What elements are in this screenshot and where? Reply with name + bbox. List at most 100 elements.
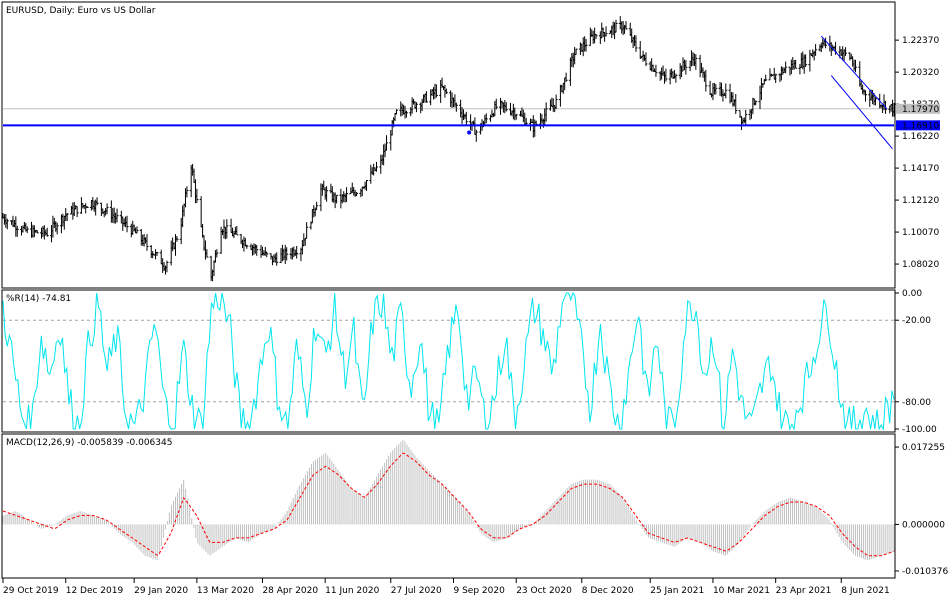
x-tick-label: 12 Dec 2019 [66, 586, 124, 596]
price-bar [404, 110, 408, 118]
price-bar [105, 203, 109, 215]
price-bar [684, 60, 688, 75]
price-bar [808, 49, 812, 72]
x-tick-label: 10 Mar 2021 [713, 586, 770, 596]
price-bar [285, 247, 289, 261]
price-bar [644, 52, 648, 67]
price-bar [265, 251, 269, 258]
x-tick-label: 29 Jan 2020 [134, 586, 188, 596]
price-bar [694, 54, 698, 70]
price-bar [774, 73, 778, 83]
price-bar [125, 215, 129, 233]
price-bar [135, 226, 139, 234]
x-tick-label: 8 Dec 2020 [582, 586, 634, 596]
price-bar [195, 188, 199, 204]
x-tick-label: 9 Sep 2020 [453, 586, 505, 596]
price-bar [714, 84, 718, 95]
price-bar [604, 26, 608, 37]
price-bar [654, 64, 658, 77]
price-bar [245, 244, 249, 249]
price-bar [574, 48, 578, 55]
price-bar [614, 19, 618, 33]
price-bar [744, 109, 748, 126]
price-ytick-label: 1.10070 [902, 228, 939, 238]
price-bar [175, 235, 179, 242]
price-bar [844, 47, 848, 57]
price-bar [814, 44, 818, 56]
price-bar [335, 194, 339, 204]
macd-ytick-label: -0.010376 [902, 567, 948, 577]
price-bar [5, 218, 9, 230]
x-tick-label: 8 Jun 2021 [841, 586, 889, 596]
price-bar [664, 68, 668, 82]
price-bar [724, 83, 728, 99]
price-bar [794, 59, 798, 69]
wpr-ytick-label: -80.00 [902, 398, 931, 408]
price-bar [235, 225, 239, 236]
price-bar [85, 205, 89, 208]
price-chart-title: EURUSD, Daily: Euro vs US Dollar [6, 6, 156, 16]
price-bar [584, 38, 588, 52]
price-bar [674, 73, 678, 83]
price-bar [634, 35, 638, 52]
macd-chart-title: MACD(12,26,9) -0.005839 -0.006345 [6, 438, 172, 448]
price-bar [375, 161, 379, 172]
price-pane-frame [1, 1, 896, 289]
x-tick-label: 23 Apr 2021 [776, 586, 832, 596]
price-ytick-label: 1.22370 [902, 36, 939, 46]
price-bar [494, 98, 498, 110]
price-bar [444, 88, 448, 94]
price-bar [225, 219, 229, 239]
price-bar [65, 213, 69, 222]
price-bar [165, 260, 169, 273]
price-bar [624, 21, 628, 30]
price-bar [95, 197, 99, 206]
price-bar [708, 80, 712, 96]
wpr-ytick-label: -100.00 [902, 425, 937, 435]
price-bar [554, 94, 558, 110]
price-bar [25, 226, 29, 234]
macd-ytick-label: 0.017255 [902, 443, 945, 453]
channel-line [830, 75, 893, 150]
support-price-box [896, 120, 940, 131]
price-bar [215, 249, 219, 258]
current-price-label: 1.17970 [902, 105, 939, 115]
x-tick-label: 25 Jan 2021 [650, 586, 704, 596]
price-ytick-label: 1.12120 [902, 196, 939, 206]
price-bar [394, 109, 398, 115]
macd-ytick-label: 0.000000 [902, 520, 945, 530]
price-bar [205, 249, 209, 258]
price-bar [185, 186, 189, 198]
price-bar [295, 245, 299, 259]
wpr-ytick-label: -20.00 [902, 316, 931, 326]
x-tick-label: 27 Jul 2020 [391, 586, 442, 596]
price-bar [863, 90, 867, 102]
wpr-pane-frame [1, 289, 896, 433]
price-bar [315, 201, 319, 211]
price-bar [414, 102, 418, 113]
price-bar [424, 91, 428, 103]
price-bar [804, 54, 808, 68]
price-bar [199, 196, 203, 228]
x-tick-label: 23 Oct 2020 [516, 586, 572, 596]
price-bar [524, 117, 528, 126]
price-bar [514, 113, 518, 120]
price-bar [854, 59, 858, 73]
price-bar [544, 102, 548, 122]
price-bar [434, 84, 438, 98]
price-bar [464, 111, 468, 125]
price-bar [384, 135, 388, 151]
wpr-series-line [2, 291, 895, 431]
price-ytick-label: 1.14170 [902, 164, 939, 174]
price-bar [754, 100, 758, 106]
support-price-label: 1.16910 [902, 121, 939, 131]
price-bar [704, 69, 708, 92]
price-bar [873, 97, 877, 106]
price-bar [764, 74, 768, 82]
price-bar [35, 230, 39, 234]
price-bar [115, 208, 119, 223]
price-bar [75, 205, 79, 217]
price-bar [55, 222, 59, 235]
